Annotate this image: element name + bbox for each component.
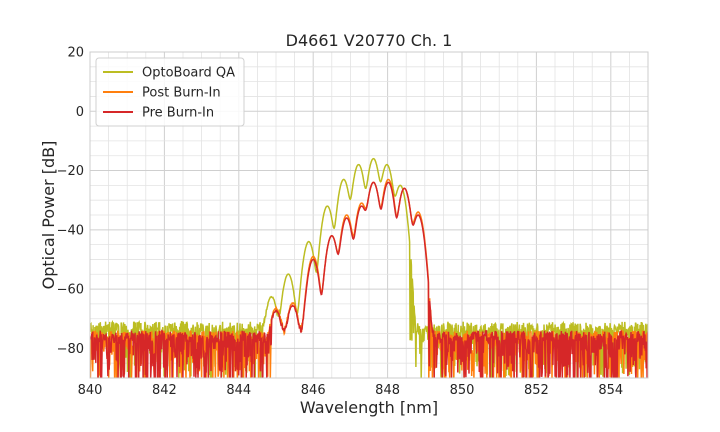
- series-layer: [90, 157, 648, 378]
- x-tick-label: 852: [524, 383, 549, 398]
- chart-title: D4661 V20770 Ch. 1: [286, 31, 453, 50]
- y-tick-label: −80: [57, 342, 84, 357]
- x-tick-label: 848: [375, 383, 400, 398]
- x-tick-label: 854: [598, 383, 623, 398]
- legend-box: [95, 57, 245, 127]
- x-tick-label: 846: [301, 383, 326, 398]
- series-line-pre-burn-in: [90, 181, 648, 378]
- y-axis-label: Optical Power [dB]: [39, 141, 58, 290]
- x-tick-label: 840: [78, 383, 103, 398]
- y-tick-label: −20: [57, 164, 84, 179]
- legend-label: Pre Burn-In: [142, 106, 214, 121]
- y-tick-label: −40: [57, 223, 84, 238]
- x-axis-label: Wavelength [nm]: [300, 398, 438, 417]
- x-tick-label: 844: [226, 383, 251, 398]
- y-tick-label: −60: [57, 283, 84, 298]
- y-tick-labels: 20 0 −20 −40 −60 −80: [57, 46, 84, 357]
- x-tick-label: 850: [450, 383, 475, 398]
- legend: OptoBoard QA Post Burn-In Pre Burn-In: [95, 57, 245, 127]
- x-tick-label: 842: [152, 383, 177, 398]
- legend-label: Post Burn-In: [142, 86, 221, 101]
- x-tick-labels: 840 842 844 846 848 850 852 854: [78, 383, 624, 398]
- y-tick-label: 0: [76, 105, 84, 120]
- y-tick-label: 20: [67, 46, 84, 61]
- legend-label: OptoBoard QA: [142, 66, 235, 81]
- plot-frame: [89, 51, 649, 379]
